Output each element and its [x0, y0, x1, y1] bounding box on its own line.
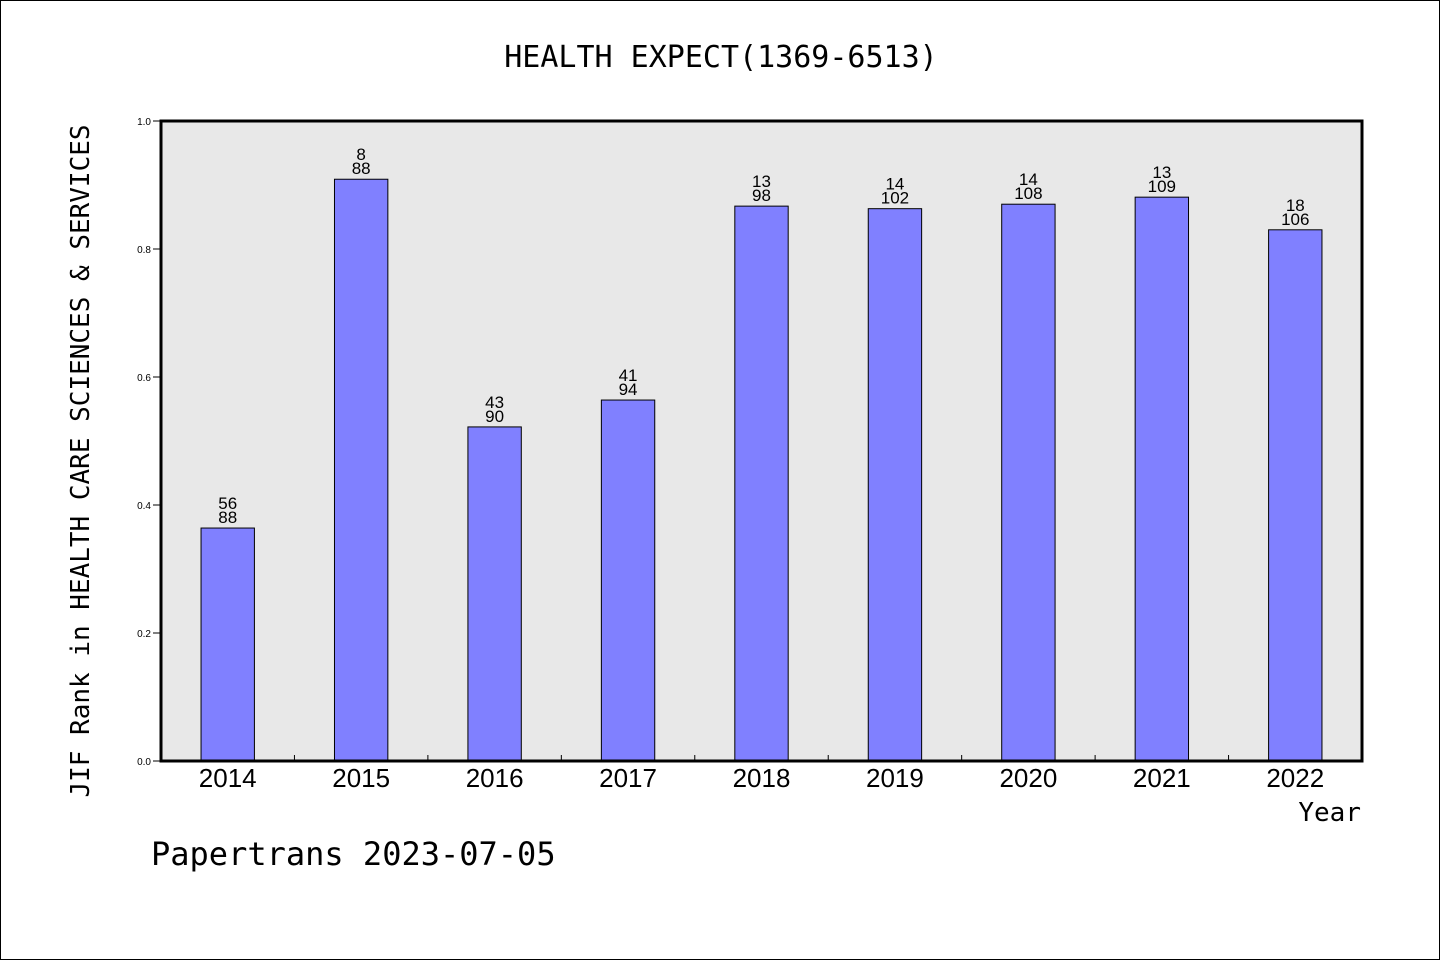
x-tick-label: 2015 — [332, 763, 390, 793]
bar-2015 — [333, 178, 389, 762]
x-tick-label: 2020 — [999, 763, 1057, 793]
bar-rank-label: 41 — [619, 366, 638, 385]
bar-rank-label: 13 — [752, 172, 771, 191]
bar-total-label: 102 — [881, 189, 909, 208]
chart-title: HEALTH EXPECT(1369-6513) — [504, 40, 937, 75]
bar-rank-label: 14 — [1019, 170, 1038, 189]
y-tick-label: 0.4 — [137, 501, 151, 512]
bar-2020 — [1001, 203, 1056, 762]
bar-total-label: 108 — [1014, 184, 1042, 203]
bar-rank-label: 13 — [1152, 163, 1171, 182]
plot-border — [159, 119, 1364, 763]
x-axis-label: Year — [1298, 798, 1361, 828]
bar-total-label: 106 — [1281, 210, 1309, 229]
bar-total-label: 94 — [619, 380, 638, 399]
bar-total-label: 88 — [352, 159, 371, 178]
x-tick-label: 2022 — [1266, 763, 1324, 793]
bar-rank-label: 14 — [885, 175, 904, 194]
bar-2019 — [867, 208, 923, 762]
bar-2014 — [200, 527, 255, 762]
y-tick-label: 0.0 — [137, 757, 151, 768]
x-tick-label: 2018 — [733, 763, 791, 793]
y-tick-label: 0.8 — [137, 245, 151, 256]
bar-rank-label: 18 — [1286, 196, 1305, 215]
x-tick-label: 2021 — [1133, 763, 1191, 793]
y-tick-label: 0.6 — [137, 373, 151, 384]
bar-total-label: 90 — [485, 407, 504, 426]
bar-rank-label: 43 — [485, 393, 504, 412]
y-axis-label: JIF Rank in HEALTH CARE SCIENCES & SERVI… — [66, 124, 96, 797]
x-tick-label: 2019 — [866, 763, 924, 793]
x-tick-label: 2017 — [599, 763, 657, 793]
x-tick-label: 2014 — [199, 763, 257, 793]
bar-total-label: 109 — [1148, 177, 1176, 196]
footer-credit: Papertrans 2023-07-05 — [151, 835, 556, 873]
y-tick-label: 1.0 — [137, 117, 151, 128]
bar-2016 — [467, 426, 522, 762]
bar-2018 — [734, 205, 789, 762]
bar-2017 — [600, 399, 656, 762]
y-axis: 0.0 0.2 0.4 0.6 0.8 1.0 — [137, 117, 161, 768]
bar-rank-label: 8 — [356, 145, 365, 164]
x-tick-label: 2016 — [466, 763, 524, 793]
y-tick-label: 0.2 — [137, 629, 151, 640]
x-axis: 2014 2015 2016 2017 2018 2019 2020 2021 2022 — [199, 755, 1324, 793]
bar-total-label: 88 — [218, 508, 237, 527]
bar-2021 — [1134, 196, 1190, 762]
bar-2022 — [1268, 229, 1323, 762]
bar-rank-label: 56 — [218, 494, 237, 513]
bar-total-label: 98 — [752, 186, 771, 205]
